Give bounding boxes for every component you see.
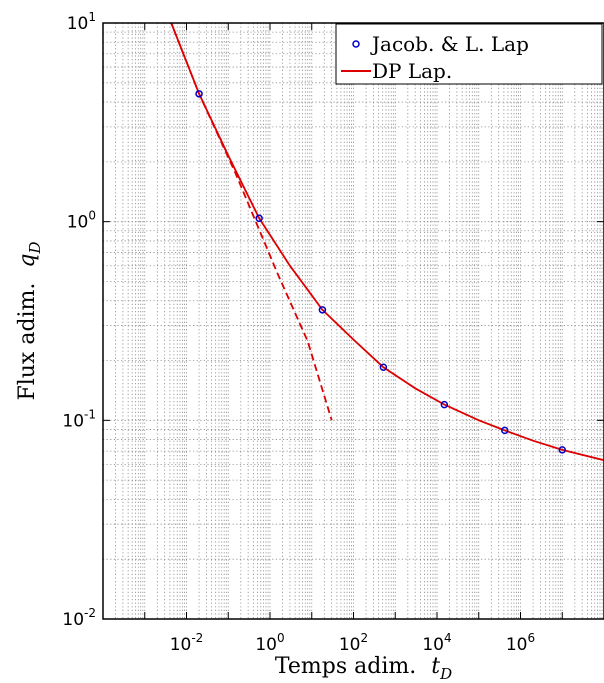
y-axis-title: Flux adim. qD bbox=[15, 241, 44, 400]
legend-label-dp: DP Lap. bbox=[372, 59, 452, 83]
x-tick-label: 100 bbox=[255, 631, 284, 655]
y-tick-label: 10-2 bbox=[62, 606, 96, 630]
data-point-jacob bbox=[501, 426, 509, 435]
legend: Jacob. & L. Lap DP Lap. bbox=[335, 23, 603, 85]
data-point-jacob bbox=[195, 90, 203, 98]
axis-ticks bbox=[102, 22, 604, 620]
asymptote-line-dashed bbox=[170, 23, 333, 421]
series-layer bbox=[170, 23, 604, 462]
y-tick-label: 101 bbox=[67, 10, 96, 34]
x-axis-var: t bbox=[431, 654, 440, 679]
data-point-jacob bbox=[255, 214, 263, 223]
x-tick-label: 10-2 bbox=[170, 631, 204, 655]
data-point-jacob bbox=[440, 400, 449, 409]
series-line-dp bbox=[170, 23, 604, 462]
x-axis-title: Temps adim. tD bbox=[275, 654, 452, 683]
x-axis-sub: D bbox=[439, 665, 452, 683]
x-tick-label: 106 bbox=[506, 631, 535, 655]
x-tick-label: 104 bbox=[422, 631, 451, 655]
data-point-jacob bbox=[558, 446, 566, 454]
data-point-jacob bbox=[318, 306, 327, 314]
y-tick-label: 10-1 bbox=[62, 407, 96, 431]
y-tick-label: 100 bbox=[67, 209, 96, 233]
y-axis-title-text: Flux adim. bbox=[15, 283, 40, 401]
grid-lines bbox=[103, 23, 604, 619]
tick-labels: 10-2 100 102 104 106 10-2 10-1 100 101 bbox=[62, 10, 535, 655]
legend-label-jacob: Jacob. & L. Lap bbox=[370, 32, 529, 56]
x-tick-label: 102 bbox=[339, 631, 368, 655]
x-axis-title-text: Temps adim. bbox=[275, 654, 416, 679]
y-axis-sub: D bbox=[26, 241, 44, 254]
legend-box bbox=[335, 23, 603, 85]
y-axis-var: q bbox=[15, 253, 40, 267]
plot-frame bbox=[102, 22, 604, 620]
data-point-jacob bbox=[379, 363, 388, 372]
legend-marker-jacob bbox=[352, 40, 360, 48]
